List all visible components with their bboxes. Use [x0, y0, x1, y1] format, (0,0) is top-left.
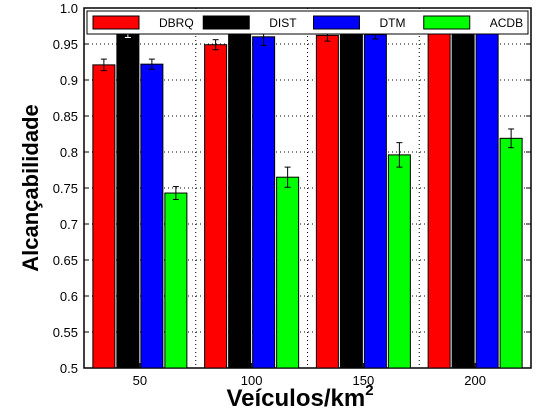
bar-dist [228, 25, 252, 369]
bar-dbrq [92, 64, 116, 369]
bar-acdb [387, 154, 411, 369]
y-axis-title: Alcançabilidade [18, 104, 43, 272]
x-tick-label: 100 [241, 373, 263, 388]
y-tick-label: 0.7 [60, 217, 78, 232]
bar-dbrq [427, 26, 451, 369]
legend-label-acdb: ACDB [490, 16, 523, 30]
y-tick-label: 0.55 [53, 325, 78, 340]
legend-box [86, 10, 529, 35]
x-axis-title: Veículos/km2 [226, 382, 373, 412]
x-tick-label: 150 [353, 373, 375, 388]
bar-acdb [164, 192, 188, 369]
legend-swatch-dist [202, 15, 250, 30]
y-tick-label: 0.85 [53, 109, 78, 124]
legend-label-dist: DIST [269, 16, 297, 30]
y-tick-label: 0.95 [53, 37, 78, 52]
y-tick-label: 0.75 [53, 181, 78, 196]
bar-dtm [140, 63, 164, 369]
bar-dist [451, 21, 475, 369]
y-tick-labels: 0.5 0.55 0.6 0.65 0.7 0.75 0.8 0.85 0.9 0.95 1.0 [53, 1, 78, 376]
x-tick-label: 50 [133, 373, 147, 388]
legend: DBRQ DIST DTM ACDB [86, 10, 529, 35]
bar-acdb [499, 137, 523, 369]
legend-label-dbrq: DBRQ [159, 16, 194, 30]
y-tick-label: 0.8 [60, 145, 78, 160]
y-tick-label: 0.5 [60, 361, 78, 376]
y-tick-label: 0.9 [60, 73, 78, 88]
y-tick-label: 1.0 [60, 1, 78, 16]
legend-swatch-acdb [423, 15, 471, 30]
bar-dtm [252, 36, 276, 369]
x-axis-title-superscript: 2 [365, 382, 373, 399]
x-tick-label: 200 [464, 373, 486, 388]
bar-dbrq [204, 44, 228, 369]
bar-dist [339, 24, 363, 369]
bars [92, 13, 523, 369]
legend-swatch-dtm [313, 15, 360, 30]
bar-acdb [276, 176, 300, 369]
bar-dtm [475, 21, 499, 369]
y-tick-label: 0.65 [53, 253, 78, 268]
y-tick-label: 0.6 [60, 289, 78, 304]
legend-swatch-dbrq [92, 15, 140, 30]
legend-label-dtm: DTM [380, 16, 406, 30]
bar-dtm [363, 34, 387, 369]
bar-dbrq [315, 34, 339, 369]
bar-dist [116, 29, 140, 369]
x-tick-labels: 50 100 150 200 [133, 373, 486, 388]
